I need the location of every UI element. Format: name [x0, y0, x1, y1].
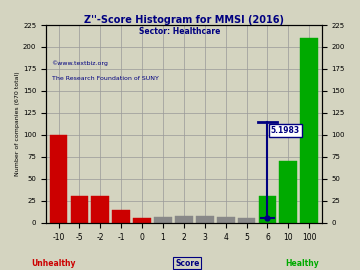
Bar [71, 196, 88, 223]
Bar [50, 135, 67, 223]
Text: Score: Score [175, 259, 199, 268]
Bar [258, 196, 276, 223]
Text: The Research Foundation of SUNY: The Research Foundation of SUNY [51, 76, 158, 82]
Bar [175, 216, 193, 223]
Bar [217, 217, 235, 223]
Title: Z''-Score Histogram for MMSI (2016): Z''-Score Histogram for MMSI (2016) [84, 15, 284, 25]
Bar [300, 38, 318, 223]
Text: Healthy: Healthy [285, 259, 319, 268]
Y-axis label: Number of companies (670 total): Number of companies (670 total) [15, 72, 20, 176]
Bar [154, 217, 172, 223]
Bar [112, 210, 130, 223]
Bar [133, 218, 151, 223]
Bar [238, 218, 256, 223]
Text: Sector: Healthcare: Sector: Healthcare [139, 26, 221, 36]
Bar [91, 196, 109, 223]
Bar [196, 216, 214, 223]
Text: 5.1983: 5.1983 [271, 126, 300, 135]
Text: ©www.textbiz.org: ©www.textbiz.org [51, 60, 108, 66]
Bar [279, 161, 297, 223]
Text: Unhealthy: Unhealthy [32, 259, 76, 268]
